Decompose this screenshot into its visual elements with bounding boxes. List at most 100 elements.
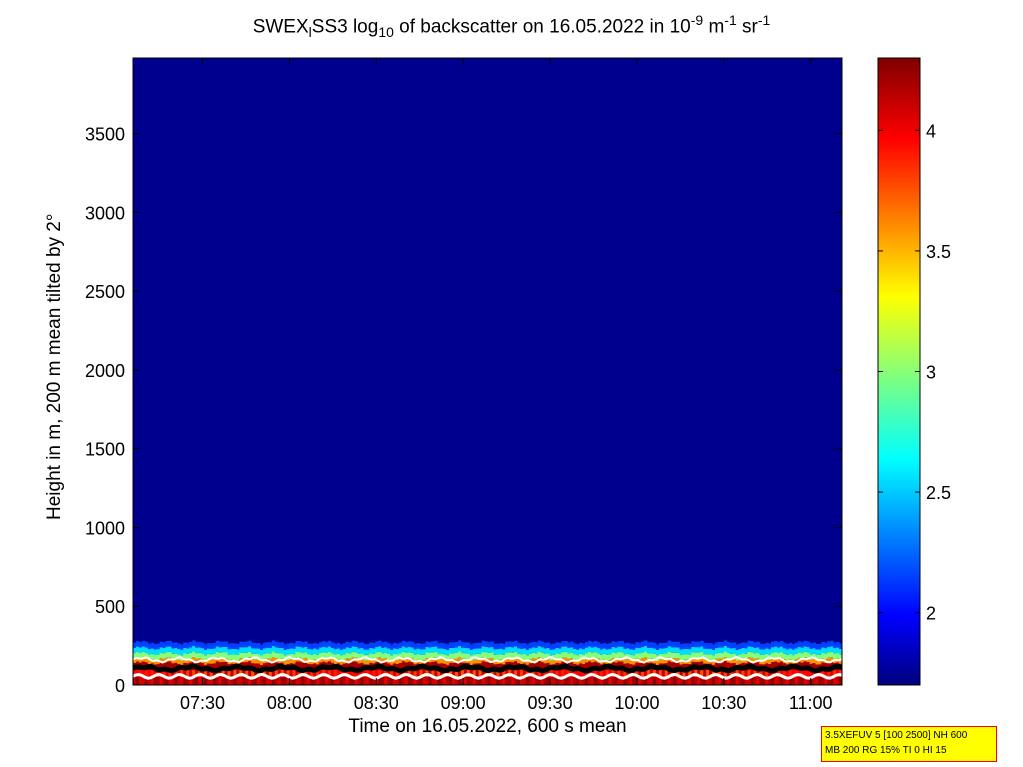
heatmap-cell [351, 640, 356, 647]
heatmap-cell [641, 662, 645, 671]
heatmap-cell [561, 641, 565, 647]
heatmap-cell [446, 677, 450, 685]
heatmap-cell [517, 677, 521, 685]
heatmap-cell [522, 677, 527, 685]
heatmap-cell [147, 660, 152, 665]
heatmap-cell [236, 649, 240, 655]
heatmap-cell [242, 677, 246, 685]
heatmap-cell [709, 648, 713, 655]
heatmap-cell [366, 670, 370, 678]
heatmap-cell [330, 670, 335, 678]
heatmap-cell [209, 663, 214, 671]
heatmap-cell [644, 657, 648, 661]
heatmap-cell [384, 647, 388, 653]
heatmap-cell [712, 644, 716, 650]
heatmap-cell [821, 670, 825, 678]
heatmap-cell [694, 641, 698, 648]
heatmap-cell [265, 653, 270, 659]
heatmap-cell [661, 643, 666, 649]
heatmap-cell [313, 648, 317, 655]
heatmap-cell [700, 657, 704, 662]
heatmap-cell [369, 658, 373, 663]
heatmap-cell [543, 670, 548, 678]
heatmap-cell [262, 659, 267, 664]
heatmap-cell [330, 642, 335, 648]
heatmap-cell [806, 658, 811, 663]
heatmap-cell [762, 649, 766, 655]
heatmap-cell [251, 677, 255, 685]
heatmap-cell [511, 652, 515, 659]
heatmap-cell [156, 660, 161, 665]
heatmap-cell [522, 642, 527, 649]
heatmap-cell [546, 677, 551, 685]
heatmap-cell [147, 670, 152, 678]
heatmap-cell [785, 654, 790, 661]
heatmap-cell [168, 661, 172, 671]
heatmap-cell [265, 670, 270, 678]
heatmap-cell [174, 658, 178, 663]
heatmap-cell [599, 670, 604, 678]
heatmap-cell [614, 647, 619, 654]
heatmap-cell [274, 670, 279, 678]
x-tick-label: 10:30 [701, 693, 746, 713]
heatmap-cell [351, 677, 356, 685]
heatmap-cell [676, 652, 681, 659]
heatmap-cell [422, 677, 427, 685]
heatmap-cell [824, 653, 828, 660]
heatmap-cell [818, 654, 822, 661]
heatmap-cell [570, 652, 574, 659]
heatmap-cell [174, 670, 178, 678]
heatmap-cell [673, 652, 678, 659]
heatmap-cell [141, 646, 146, 652]
heatmap-cell [446, 644, 450, 650]
heatmap-cell [785, 643, 790, 650]
heatmap-cell [469, 670, 474, 678]
heatmap-cell [404, 658, 409, 663]
heatmap-cell [765, 659, 769, 664]
heatmap-cell [336, 677, 341, 685]
heatmap-cell [676, 641, 681, 648]
heatmap-cell [658, 642, 663, 649]
heatmap-cell [224, 641, 229, 647]
heatmap-cell [779, 641, 784, 647]
heatmap-cell [150, 642, 155, 649]
heatmap-cell [428, 677, 432, 685]
heatmap-cell [319, 658, 323, 663]
heatmap-cell [366, 649, 370, 656]
heatmap-cell [404, 641, 409, 648]
heatmap-cell [325, 658, 329, 663]
heatmap-cell [517, 653, 521, 660]
heatmap-cell [587, 661, 592, 671]
heatmap-cell [602, 677, 607, 685]
heatmap-cell [579, 677, 583, 685]
heatmap-cell [638, 648, 642, 654]
heatmap-cell [478, 670, 483, 678]
heatmap-cell [688, 677, 692, 685]
heatmap-cell [809, 643, 814, 649]
y-tick-label: 2000 [85, 361, 125, 381]
heatmap-cell [245, 670, 249, 678]
heatmap-cell [141, 657, 146, 662]
heatmap-cell [138, 647, 143, 654]
heatmap-cell [546, 653, 551, 659]
heatmap-cell [499, 677, 503, 685]
heatmap-cell [732, 659, 737, 664]
heatmap-cell [286, 677, 291, 685]
heatmap-cell [168, 646, 172, 652]
heatmap-cell [351, 651, 356, 658]
heatmap-cell [133, 647, 137, 654]
heatmap-cell [531, 652, 536, 659]
heatmap-cell [481, 646, 486, 652]
heatmap-cell [620, 677, 624, 685]
heatmap-cell [644, 677, 648, 685]
heatmap-cell [449, 647, 453, 654]
heatmap-cell [490, 662, 494, 671]
heatmap-cell [251, 659, 255, 664]
heatmap-cell [286, 643, 291, 650]
heatmap-cell [499, 654, 503, 660]
heatmap-cell [552, 643, 557, 650]
heatmap-cell [313, 654, 317, 660]
heatmap-cell [298, 641, 302, 647]
heatmap-cell [490, 641, 494, 648]
heatmap-cell [709, 677, 713, 685]
